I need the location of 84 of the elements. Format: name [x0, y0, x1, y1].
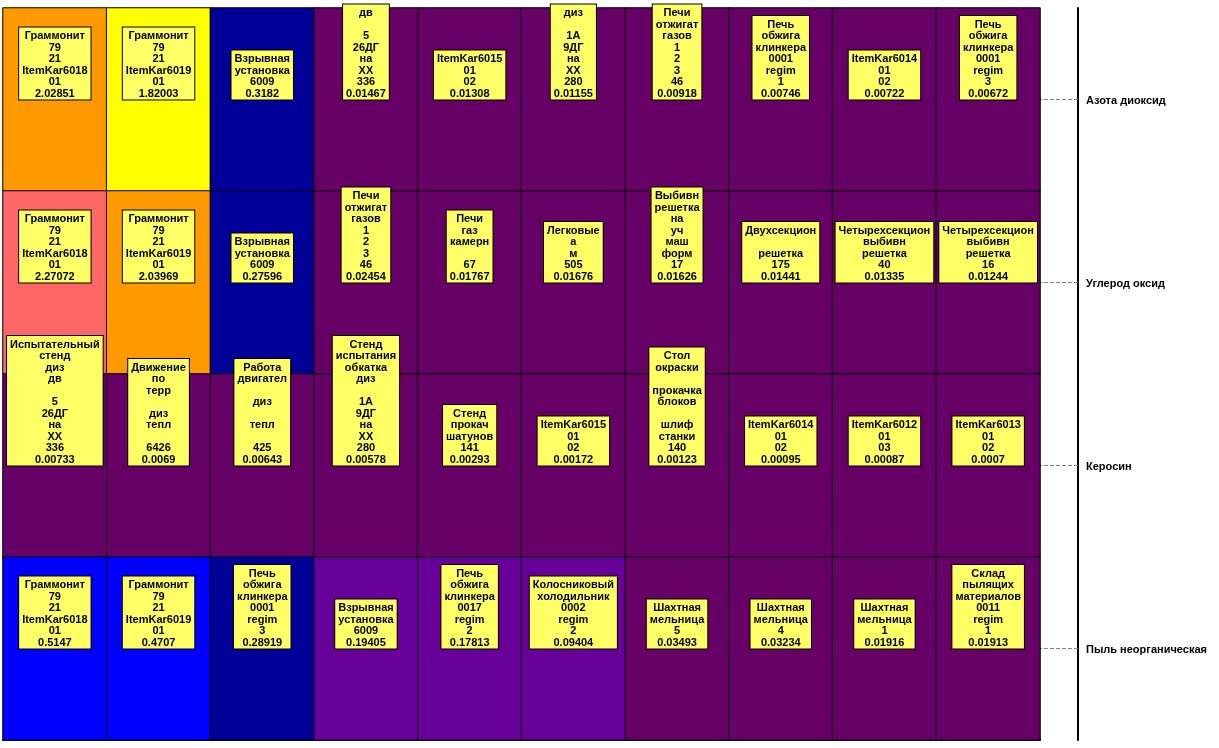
data-label: 0.09404: [553, 635, 595, 648]
annotation: Работа двигател диз тепл 425: [237, 360, 288, 454]
y-tick-label: Керосин: [1086, 459, 1132, 472]
data-label: 0.00087: [864, 452, 905, 465]
annotation: Движение по терр диз тепл 6426: [131, 360, 186, 454]
data-label: 0.01916: [864, 635, 905, 648]
annotation: ItemKar6012 01 03: [851, 418, 918, 454]
annotation: Взрывная установка 6009: [338, 601, 395, 637]
annotation: Четырехсекцион выбивн решетка 40: [838, 223, 931, 271]
text: Стенд испытания обкатка диз 1А 9ДГ на XX 280: [335, 337, 397, 454]
annotation: Печь обжига клинкера 0001 regim 3: [962, 17, 1015, 88]
data-label: 1.82003: [138, 86, 179, 99]
data-label: 2.27072: [34, 269, 75, 282]
annotation: ItemKar6014 01 02: [851, 52, 919, 88]
annotation: Шахтная мельница 1: [857, 601, 913, 637]
annotation: Печи отжигат газов 1 2 3 46: [344, 189, 388, 271]
annotation: Печи газ камерн 67: [450, 212, 490, 271]
data-label: 0.0069: [141, 452, 176, 465]
annotation: Граммонит 79 21 ItemKar6018 01: [22, 212, 88, 271]
annotation: Граммонит 79 21 ItemKar6019 01: [125, 212, 192, 271]
annotation: Граммонит 79 21 ItemKar6018 01: [22, 29, 88, 88]
data-label: 0.01626: [657, 269, 697, 282]
data-label: 0.00722: [864, 86, 905, 99]
annotation: Двухсекцион решетка 175: [745, 223, 817, 271]
annotation: Печь обжига клинкера 0017 regim 2: [444, 566, 496, 637]
annotation: Шахтная мельница 5: [649, 601, 706, 637]
annotation: Склад пылящих материалов 0011 regim 1: [955, 566, 1022, 637]
annotation: Стол окраски прокачка блоков шлиф станки 140: [652, 349, 703, 454]
annotation: Шахтная мельница 4: [753, 601, 809, 637]
annotation: Стенд прокач шатунов 141: [446, 406, 494, 454]
data-label: 0.00643: [242, 452, 283, 465]
y-tick-label: Углерод оксид: [1086, 276, 1165, 289]
data-label: 0.00746: [760, 86, 801, 99]
data-label: 0.00123: [657, 452, 697, 465]
data-label: 0.01676: [553, 269, 594, 282]
data-label: 0.00918: [657, 86, 697, 99]
data-label: 0.19405: [346, 635, 386, 648]
annotation: ItemKar6014 01 02: [748, 418, 815, 454]
annotation: ItemKar6015 01 02: [540, 418, 607, 454]
data-label: 0.03493: [657, 635, 697, 648]
data-label: 0.01467: [346, 86, 386, 99]
annotation: Колосниковый холодильник 0002 regim 2: [532, 578, 614, 637]
data-label: 0.4707: [141, 635, 176, 648]
data-label: 0.5147: [38, 635, 72, 648]
annotation: Взрывная установка 6009: [234, 52, 291, 88]
data-label: 0.01155: [553, 86, 593, 99]
data-label: 0.01244: [968, 269, 1009, 282]
annotation: дв 5 26ДГ на XX 336: [352, 6, 380, 88]
data-label: 0.00578: [346, 452, 386, 465]
annotation: Граммонит 79 21 ItemKar6018 01: [22, 578, 88, 637]
data-label: 0.27596: [242, 269, 283, 282]
data-label: 2.03969: [138, 269, 179, 282]
data-label: 0.28919: [242, 635, 283, 648]
annotation: Четырехсекцион выбивн решетка 16: [942, 223, 1034, 271]
data-label: 0.00293: [449, 452, 490, 465]
data-label: 0.01913: [968, 635, 1009, 648]
text: Испытательный стенд диз дв 5 26ДГ на XX 336: [10, 337, 100, 454]
annotation: диз 1А 9ДГ на XX 280: [563, 6, 585, 88]
data-label: 0.01308: [449, 86, 490, 99]
data-label: 2.02851: [34, 86, 75, 99]
annotation: ItemKar6013 01 02: [955, 418, 1021, 454]
data-label: 0.17813: [449, 635, 490, 648]
annotation: Печи отжигат газов 1 2 3 46: [655, 6, 699, 88]
annotation: ItemKar6015 01 02: [436, 52, 503, 88]
annotation: Печь обжига клинкера 0001 regim 1: [755, 17, 807, 88]
data-label: 0.03234: [760, 635, 802, 648]
annotation: Легковые а м 505: [546, 223, 600, 271]
data-label: 0.0007: [971, 452, 1005, 465]
data-label: 0.00172: [553, 452, 594, 465]
annotation: Выбивн решетка на уч маш форм 17: [654, 189, 701, 271]
annotation: Печь обжига клинкера 0001 regim 3: [237, 566, 289, 637]
y-tick-label: Пыль неорганическая: [1086, 642, 1207, 655]
y-tick-label: Азота диоксид: [1086, 93, 1166, 106]
data-label: 0.01335: [864, 269, 905, 282]
data-label: 0.01767: [449, 269, 490, 282]
data-label: 0.00672: [968, 86, 1009, 99]
data-label: 0.02454: [346, 269, 387, 282]
data-label: 0.00095: [760, 452, 801, 465]
data-label: 0.3182: [245, 86, 280, 99]
annotation: Граммонит 79 21 ItemKar6019 01: [125, 578, 192, 637]
data-label: 0.00733: [34, 452, 75, 465]
data-label: 0.01441: [760, 269, 801, 282]
annotation: Граммонит 79 21 ItemKar6019 01: [125, 29, 192, 88]
annotation: Взрывная установка 6009: [234, 235, 291, 271]
